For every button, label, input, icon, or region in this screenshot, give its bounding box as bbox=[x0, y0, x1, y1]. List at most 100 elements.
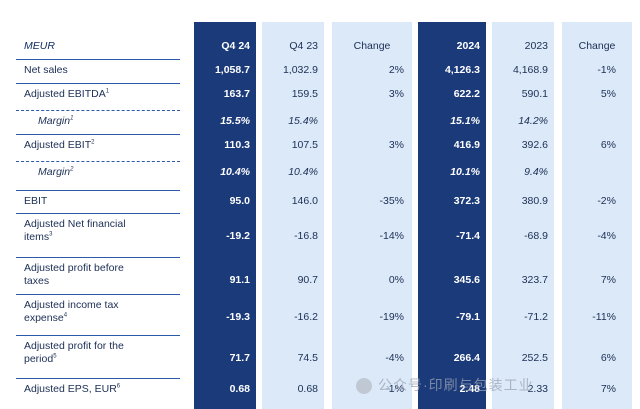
row-label: EBIT bbox=[24, 195, 184, 208]
cell-change-year: 6% bbox=[600, 139, 616, 151]
cell-2024: 372.3 bbox=[453, 195, 480, 207]
cell-change-year: -11% bbox=[592, 311, 616, 323]
cell-q4-24: 91.1 bbox=[229, 274, 250, 286]
footnote-marker: 2 bbox=[91, 139, 95, 146]
row-divider bbox=[16, 161, 180, 162]
row-label: Adjusted profit before taxes bbox=[24, 262, 134, 288]
cell-2024: -71.4 bbox=[456, 230, 480, 242]
row-label: Adjusted EBIT2 bbox=[24, 139, 184, 152]
cell-q4-23: -16.8 bbox=[294, 230, 318, 242]
cell-change-quarter: 0% bbox=[388, 274, 404, 286]
cell-q4-23: -16.2 bbox=[294, 311, 318, 323]
cell-2023: 2.33 bbox=[527, 383, 548, 395]
cell-q4-23: 15.4% bbox=[288, 115, 318, 127]
cell-2023: 9.4% bbox=[524, 166, 548, 178]
footnote-marker: 2 bbox=[70, 166, 74, 173]
cell-change-quarter: -19% bbox=[379, 311, 404, 323]
cell-q4-23: 74.5 bbox=[297, 352, 318, 364]
row-label-text: Adjusted income tax expense bbox=[24, 299, 119, 324]
cell-2024: 10.1% bbox=[450, 166, 480, 178]
row-divider bbox=[16, 378, 180, 379]
watermark-text: 公众号·印刷与包装工业 bbox=[378, 377, 534, 393]
cell-q4-24: 163.7 bbox=[223, 88, 250, 100]
row-label-text: EBIT bbox=[24, 195, 48, 207]
row-label-text: Margin bbox=[38, 166, 71, 178]
cell-change-year: 7% bbox=[600, 383, 616, 395]
cell-2024: 416.9 bbox=[453, 139, 480, 151]
cell-change-year: 6% bbox=[600, 352, 616, 364]
cell-change-year: -4% bbox=[597, 230, 616, 242]
footnote-marker: 1 bbox=[70, 115, 74, 122]
row-label-text: Net sales bbox=[24, 64, 68, 76]
row-label: Adjusted EPS, EUR6 bbox=[24, 383, 184, 396]
row-divider bbox=[16, 335, 180, 336]
cell-change-quarter: 3% bbox=[388, 139, 404, 151]
cell-q4-23: 0.68 bbox=[297, 383, 318, 395]
row-divider bbox=[16, 134, 180, 135]
cell-q4-23: 107.5 bbox=[291, 139, 318, 151]
cell-change-quarter: 3% bbox=[388, 88, 404, 100]
cell-q4-24: 95.0 bbox=[229, 195, 250, 207]
row-label: Adjusted income tax expense4 bbox=[24, 299, 134, 325]
cell-q4-24: 71.7 bbox=[229, 352, 250, 364]
cell-2023: -71.2 bbox=[524, 311, 548, 323]
column-bg-2023 bbox=[492, 22, 554, 409]
row-label: Margin2 bbox=[38, 166, 198, 179]
row-label: Margin1 bbox=[38, 115, 198, 128]
header-divider bbox=[16, 59, 180, 60]
cell-2024: 266.4 bbox=[453, 352, 480, 364]
footnote-marker: 5 bbox=[53, 353, 57, 360]
cell-q4-24: -19.3 bbox=[226, 311, 250, 323]
cell-change-year: -1% bbox=[597, 64, 616, 76]
cell-q4-24: 15.5% bbox=[220, 115, 250, 127]
cell-change-quarter: -35% bbox=[379, 195, 404, 207]
row-label-text: Adjusted profit for the period bbox=[24, 340, 124, 365]
header-label: MEUR bbox=[24, 40, 55, 52]
row-divider bbox=[16, 190, 180, 191]
cell-q4-24: 1,058.7 bbox=[214, 64, 250, 76]
cell-2023: 14.2% bbox=[518, 115, 548, 127]
cell-q4-23: 146.0 bbox=[291, 195, 318, 207]
row-label-text: Adjusted EPS, EUR bbox=[24, 383, 117, 395]
row-label-text: Adjusted EBIT bbox=[24, 139, 92, 151]
cell-2023: 392.6 bbox=[521, 139, 548, 151]
footnote-marker: 4 bbox=[63, 312, 68, 319]
column-bg-q4-24 bbox=[194, 22, 256, 409]
cell-2023: 323.7 bbox=[521, 274, 548, 286]
column-bg-change-y bbox=[562, 22, 632, 409]
cell-2024: 345.6 bbox=[453, 274, 480, 286]
column-bg-q4-23 bbox=[262, 22, 324, 409]
cell-q4-23: 90.7 bbox=[297, 274, 318, 286]
column-bg-change-q bbox=[332, 22, 412, 409]
cell-change-quarter: 2% bbox=[388, 64, 404, 76]
row-divider bbox=[16, 110, 180, 111]
watermark: 公众号·印刷与包装工业 bbox=[356, 375, 640, 399]
footnote-marker: 6 bbox=[116, 383, 121, 390]
footnote-marker: 3 bbox=[49, 231, 53, 238]
row-label: Adjusted EBITDA1 bbox=[24, 88, 184, 101]
row-label-text: Adjusted profit before taxes bbox=[24, 262, 124, 287]
row-divider bbox=[16, 257, 180, 258]
cell-q4-24: 10.4% bbox=[220, 166, 250, 178]
cell-q4-24: -19.2 bbox=[226, 230, 250, 242]
cell-q4-24: 0.68 bbox=[229, 383, 250, 395]
row-divider bbox=[16, 294, 180, 295]
cell-change-year: 7% bbox=[600, 274, 616, 286]
row-divider bbox=[16, 83, 180, 84]
cell-change-quarter: -1% bbox=[385, 383, 404, 395]
cell-q4-23: 10.4% bbox=[288, 166, 318, 178]
cell-2023: 252.5 bbox=[521, 352, 548, 364]
row-label: Adjusted profit for the period5 bbox=[24, 340, 134, 366]
cell-q4-23: 159.5 bbox=[291, 88, 318, 100]
cell-2023: -68.9 bbox=[524, 230, 548, 242]
cell-2023: 380.9 bbox=[521, 195, 548, 207]
cell-2024: 2.48 bbox=[459, 383, 480, 395]
cell-change-quarter: -14% bbox=[379, 230, 404, 242]
header-2023: 2023 bbox=[524, 40, 548, 52]
cell-q4-24: 110.3 bbox=[224, 139, 250, 151]
header-change-quarter: Change bbox=[353, 40, 391, 52]
footnote-marker: 1 bbox=[105, 88, 110, 95]
cell-change-quarter: -4% bbox=[385, 352, 404, 364]
row-label-text: Adjusted EBITDA bbox=[24, 88, 106, 100]
row-label: Net sales bbox=[24, 64, 184, 77]
